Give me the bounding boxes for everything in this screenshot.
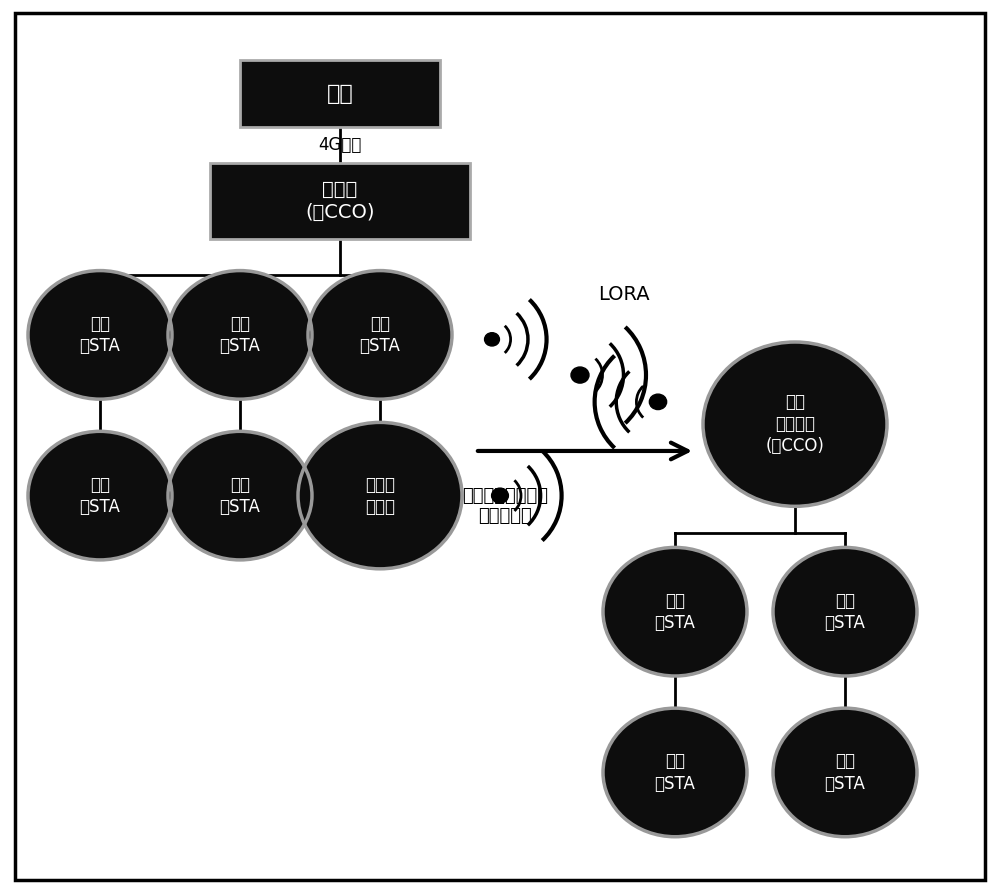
Circle shape (773, 547, 917, 676)
Text: 载波
表STA: 载波 表STA (825, 752, 865, 793)
Circle shape (28, 271, 172, 399)
Circle shape (571, 367, 589, 383)
Text: 载波
表STA: 载波 表STA (220, 475, 260, 516)
Circle shape (649, 394, 667, 410)
Text: 4G网络: 4G网络 (318, 136, 362, 154)
Text: 载波
表STA: 载波 表STA (655, 752, 695, 793)
Text: 集中器
(主CCO): 集中器 (主CCO) (305, 179, 375, 222)
Text: 载波
表STA: 载波 表STA (80, 314, 120, 355)
Text: 载波
表STA: 载波 表STA (80, 475, 120, 516)
Text: 载波信号无法到达
的孤岛区域: 载波信号无法到达 的孤岛区域 (462, 487, 548, 525)
Text: 载波
表STA: 载波 表STA (825, 591, 865, 632)
Circle shape (168, 431, 312, 560)
Circle shape (492, 488, 508, 503)
Text: 转换设
备主机: 转换设 备主机 (365, 475, 395, 516)
Circle shape (28, 431, 172, 560)
Text: LORA: LORA (598, 285, 650, 305)
Circle shape (485, 333, 499, 346)
Text: 主站: 主站 (327, 84, 353, 104)
Text: 转换
设备从机
(从CCO): 转换 设备从机 (从CCO) (766, 393, 824, 455)
Bar (210, 163, 470, 238)
Bar (240, 60, 440, 127)
Circle shape (168, 271, 312, 399)
Circle shape (308, 271, 452, 399)
Text: 载波
表STA: 载波 表STA (655, 591, 695, 632)
Circle shape (773, 708, 917, 837)
Text: 载波
表STA: 载波 表STA (360, 314, 400, 355)
Circle shape (603, 547, 747, 676)
Circle shape (298, 422, 462, 569)
Text: 载波
表STA: 载波 表STA (220, 314, 260, 355)
Circle shape (603, 708, 747, 837)
Circle shape (703, 342, 887, 506)
